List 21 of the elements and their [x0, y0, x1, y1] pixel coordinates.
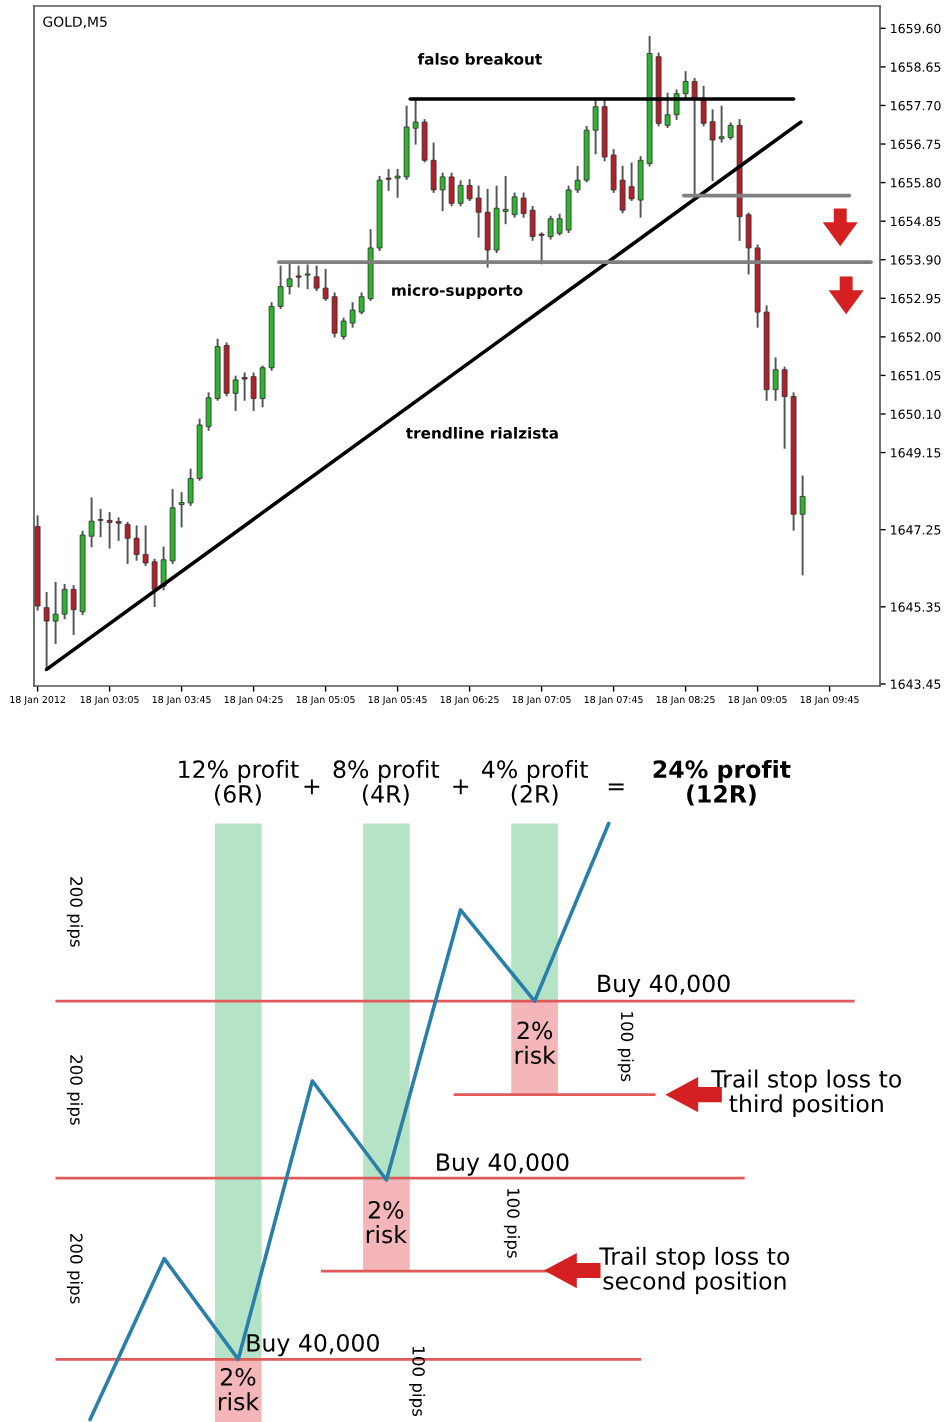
annotation: 2% risk — [515, 1021, 556, 1065]
annotation: Buy 40,000 — [247, 1333, 379, 1357]
annotation: Buy 40,000 — [598, 974, 730, 997]
text: 12% profit (6R) — [179, 759, 299, 806]
annotation: 200 pips — [66, 1055, 83, 1125]
annotation: 100 pips — [409, 1347, 426, 1417]
annotation: 200 pips — [66, 1233, 83, 1304]
text: 8% profit (4R) — [333, 759, 440, 806]
text: + — [304, 779, 320, 795]
text: + — [453, 779, 469, 795]
annotation: 200 pips — [66, 877, 83, 947]
text: Trail stop loss to third position — [711, 1069, 901, 1118]
annotation: 2% risk — [366, 1200, 407, 1244]
text: 24% profit (12R) — [653, 759, 791, 806]
annotation: 2% risk — [218, 1367, 259, 1411]
annotation: 100 pips — [503, 1188, 520, 1258]
annotation: 100 pips — [617, 1012, 634, 1082]
annotation: Buy 40,000 — [437, 1153, 569, 1176]
annotation: Trail stop loss to second position — [599, 1246, 790, 1295]
text: 4% profit (2R) — [481, 759, 588, 806]
text: = — [608, 783, 624, 791]
